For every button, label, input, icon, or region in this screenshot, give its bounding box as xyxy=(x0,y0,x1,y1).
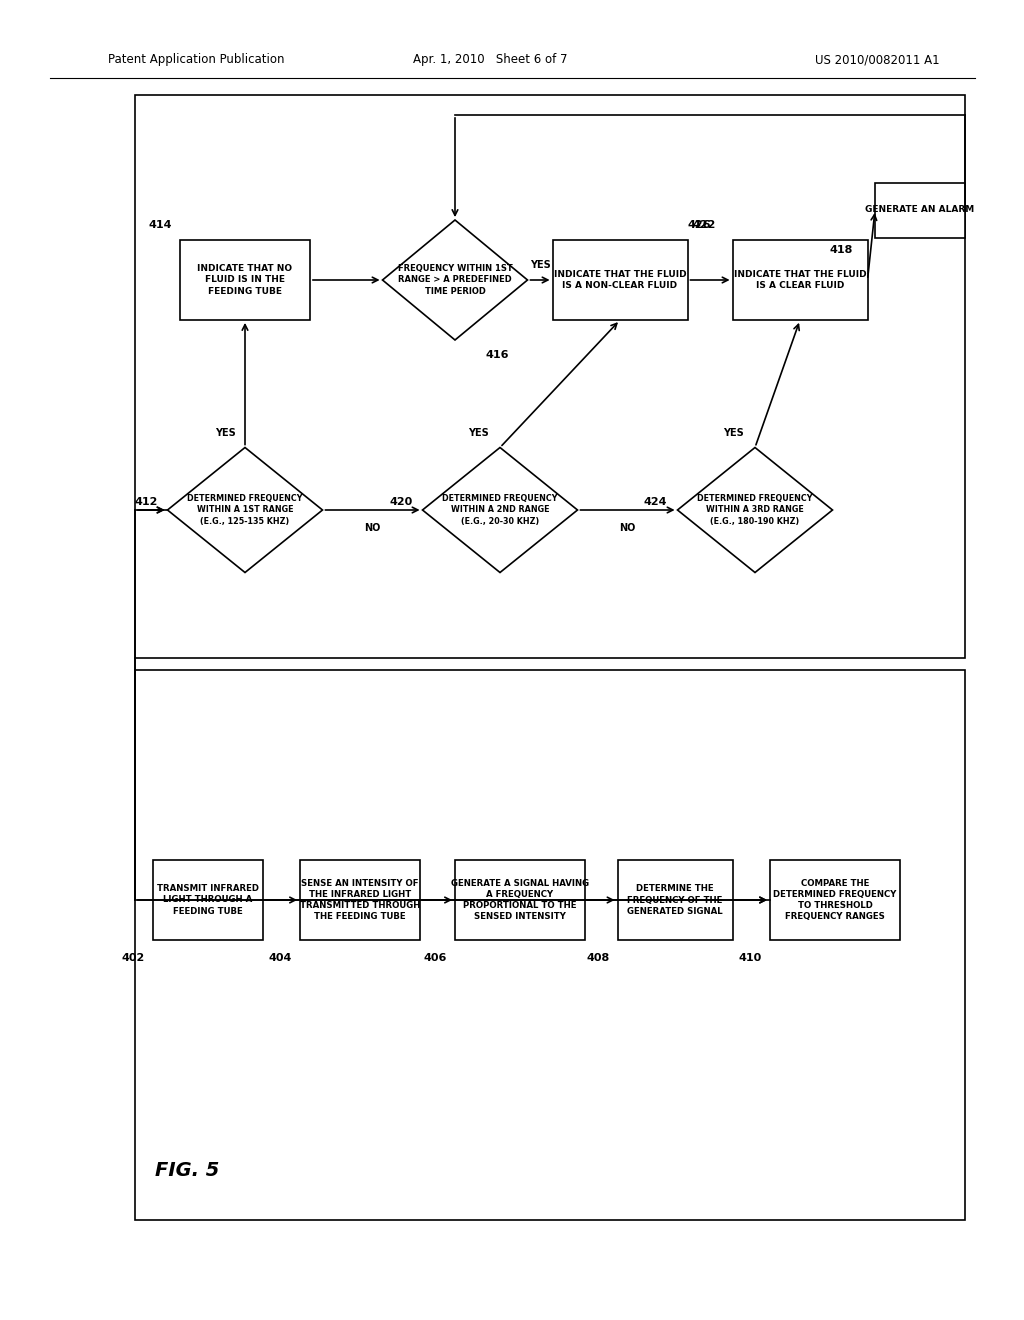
Text: DETERMINED FREQUENCY
WITHIN A 2ND RANGE
(E.G., 20-30 KHZ): DETERMINED FREQUENCY WITHIN A 2ND RANGE … xyxy=(442,495,558,525)
Text: TRANSMIT INFRARED
LIGHT THROUGH A
FEEDING TUBE: TRANSMIT INFRARED LIGHT THROUGH A FEEDIN… xyxy=(157,884,259,916)
Text: INDICATE THAT THE FLUID
IS A CLEAR FLUID: INDICATE THAT THE FLUID IS A CLEAR FLUID xyxy=(733,271,866,290)
Bar xyxy=(153,861,263,940)
Text: 422: 422 xyxy=(692,220,716,230)
Polygon shape xyxy=(168,447,323,573)
Bar xyxy=(300,861,420,940)
Text: YES: YES xyxy=(529,260,550,271)
Bar xyxy=(732,240,867,319)
Text: DETERMINED FREQUENCY
WITHIN A 1ST RANGE
(E.G., 125-135 KHZ): DETERMINED FREQUENCY WITHIN A 1ST RANGE … xyxy=(187,495,303,525)
Bar xyxy=(617,861,732,940)
Text: 414: 414 xyxy=(148,220,172,230)
Text: YES: YES xyxy=(468,428,488,437)
Text: FIG. 5: FIG. 5 xyxy=(155,1160,219,1180)
Text: 412: 412 xyxy=(134,498,158,507)
Text: 418: 418 xyxy=(830,246,853,255)
Text: 426: 426 xyxy=(687,220,711,230)
Text: FREQUENCY WITHIN 1ST
RANGE > A PREDEFINED
TIME PERIOD: FREQUENCY WITHIN 1ST RANGE > A PREDEFINE… xyxy=(397,264,512,296)
Text: 404: 404 xyxy=(268,953,292,964)
Bar xyxy=(553,240,687,319)
Polygon shape xyxy=(678,447,833,573)
Bar xyxy=(135,95,965,657)
Text: 410: 410 xyxy=(738,953,762,964)
Text: 424: 424 xyxy=(644,498,668,507)
Text: NO: NO xyxy=(620,523,636,533)
Text: NO: NO xyxy=(365,523,381,533)
Text: SENSE AN INTENSITY OF
THE INFRARED LIGHT
TRANSMITTED THROUGH
THE FEEDING TUBE: SENSE AN INTENSITY OF THE INFRARED LIGHT… xyxy=(300,879,420,921)
Text: 416: 416 xyxy=(485,350,509,360)
Text: 408: 408 xyxy=(587,953,609,964)
Text: Apr. 1, 2010   Sheet 6 of 7: Apr. 1, 2010 Sheet 6 of 7 xyxy=(413,54,567,66)
Text: YES: YES xyxy=(723,428,743,437)
Text: 406: 406 xyxy=(424,953,447,964)
Text: US 2010/0082011 A1: US 2010/0082011 A1 xyxy=(815,54,940,66)
Bar xyxy=(455,861,585,940)
Bar xyxy=(770,861,900,940)
Polygon shape xyxy=(423,447,578,573)
Bar xyxy=(180,240,310,319)
Text: INDICATE THAT NO
FLUID IS IN THE
FEEDING TUBE: INDICATE THAT NO FLUID IS IN THE FEEDING… xyxy=(198,264,293,296)
Text: DETERMINE THE
FREQUENCY OF THE
GENERATED SIGNAL: DETERMINE THE FREQUENCY OF THE GENERATED… xyxy=(627,884,723,916)
Bar xyxy=(874,182,965,238)
Text: Patent Application Publication: Patent Application Publication xyxy=(108,54,285,66)
Text: 420: 420 xyxy=(389,498,413,507)
Text: 402: 402 xyxy=(122,953,145,964)
Text: COMPARE THE
DETERMINED FREQUENCY
TO THRESHOLD
FREQUENCY RANGES: COMPARE THE DETERMINED FREQUENCY TO THRE… xyxy=(773,879,897,921)
Polygon shape xyxy=(383,220,527,341)
Bar xyxy=(135,671,965,1220)
Text: DETERMINED FREQUENCY
WITHIN A 3RD RANGE
(E.G., 180-190 KHZ): DETERMINED FREQUENCY WITHIN A 3RD RANGE … xyxy=(697,495,813,525)
Text: INDICATE THAT THE FLUID
IS A NON-CLEAR FLUID: INDICATE THAT THE FLUID IS A NON-CLEAR F… xyxy=(554,271,686,290)
Text: YES: YES xyxy=(215,428,236,437)
Text: GENERATE A SIGNAL HAVING
A FREQUENCY
PROPORTIONAL TO THE
SENSED INTENSITY: GENERATE A SIGNAL HAVING A FREQUENCY PRO… xyxy=(451,879,589,921)
Text: GENERATE AN ALARM: GENERATE AN ALARM xyxy=(865,206,975,214)
